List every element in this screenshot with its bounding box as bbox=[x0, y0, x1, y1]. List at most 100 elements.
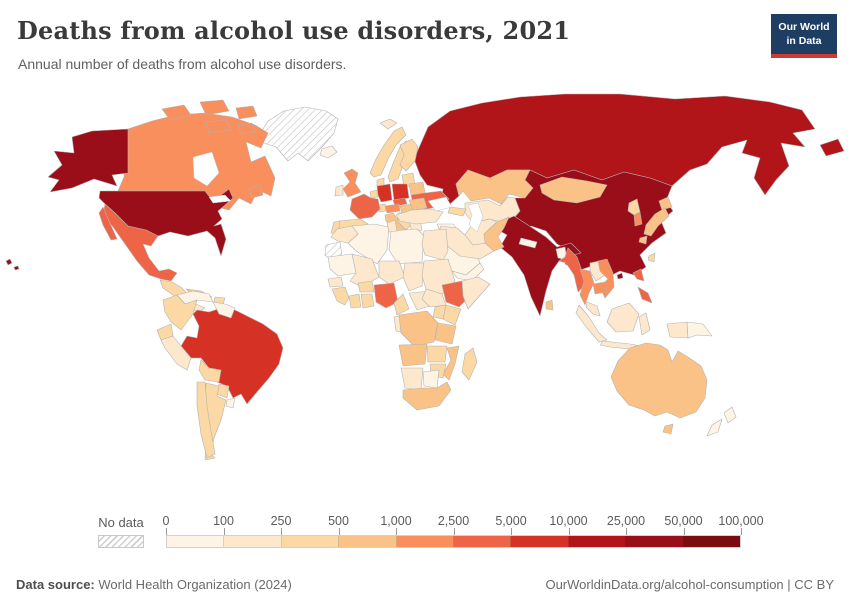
legend-bin[interactable] bbox=[224, 536, 282, 547]
country-indonesia-borneo[interactable] bbox=[606, 302, 640, 333]
legend-bin[interactable] bbox=[167, 536, 225, 547]
country-malaysia[interactable] bbox=[585, 301, 601, 317]
country-new-zealand[interactable] bbox=[723, 406, 737, 424]
country-cambodia[interactable] bbox=[592, 281, 608, 295]
country-germany[interactable] bbox=[376, 183, 393, 203]
country-libya[interactable] bbox=[388, 228, 425, 265]
country-canada-island[interactable] bbox=[205, 119, 232, 134]
country-sri-lanka[interactable] bbox=[545, 299, 554, 311]
country-namibia[interactable] bbox=[400, 367, 424, 391]
country-egypt[interactable] bbox=[421, 228, 449, 261]
country-yemen-oman[interactable] bbox=[451, 262, 485, 282]
country-taiwan[interactable] bbox=[647, 252, 656, 263]
legend-bin[interactable] bbox=[396, 536, 455, 547]
country-canada-island[interactable] bbox=[235, 105, 258, 120]
legend-bin[interactable] bbox=[511, 536, 569, 547]
country-thailand[interactable] bbox=[579, 268, 595, 306]
country-romania[interactable] bbox=[408, 197, 428, 211]
country-greenland[interactable] bbox=[257, 106, 339, 162]
country-cameroon[interactable] bbox=[393, 293, 410, 316]
country-somalia[interactable] bbox=[461, 276, 491, 310]
legend-bin[interactable] bbox=[568, 536, 627, 547]
country-united-states-hawaii[interactable] bbox=[13, 265, 20, 271]
footer-link[interactable]: OurWorldinData.org/alcohol-consumption |… bbox=[545, 577, 834, 592]
country-pakistan[interactable] bbox=[483, 216, 510, 252]
country-united-states-alaska[interactable] bbox=[47, 128, 129, 193]
country-norway[interactable] bbox=[369, 126, 407, 178]
country-nepal[interactable] bbox=[518, 237, 538, 249]
country-united-states-hawaii[interactable] bbox=[5, 258, 13, 266]
country-kenya[interactable] bbox=[442, 304, 462, 326]
country-tunisia[interactable] bbox=[386, 219, 398, 233]
country-laos[interactable] bbox=[589, 260, 606, 282]
country-uganda[interactable] bbox=[432, 304, 447, 320]
country-india[interactable] bbox=[497, 215, 582, 317]
country-canada-island[interactable] bbox=[161, 104, 192, 121]
country-russia-chukotka[interactable] bbox=[819, 138, 845, 157]
country-turkey[interactable] bbox=[395, 208, 444, 225]
country-japan[interactable] bbox=[643, 207, 670, 237]
country-nigeria[interactable] bbox=[373, 282, 399, 309]
country-mongolia[interactable] bbox=[539, 176, 608, 204]
country-united-kingdom[interactable] bbox=[342, 168, 362, 198]
country-ghana[interactable] bbox=[360, 293, 375, 309]
country-guyanas[interactable] bbox=[212, 301, 236, 319]
country-south-africa[interactable] bbox=[402, 381, 452, 411]
country-philippines[interactable] bbox=[632, 268, 645, 282]
country-canada-island[interactable] bbox=[199, 99, 230, 116]
legend-bin[interactable] bbox=[626, 536, 684, 547]
country-mozambique[interactable] bbox=[442, 345, 460, 381]
no-data-swatch[interactable] bbox=[98, 535, 144, 548]
country-mexico-baja[interactable] bbox=[98, 206, 118, 241]
country-brazil[interactable] bbox=[180, 307, 284, 405]
country-iceland[interactable] bbox=[319, 145, 338, 159]
country-myanmar[interactable] bbox=[558, 247, 586, 293]
country-bolivia[interactable] bbox=[198, 359, 222, 383]
country-mexico[interactable] bbox=[102, 203, 178, 282]
country-australia[interactable] bbox=[610, 342, 708, 419]
country-france[interactable] bbox=[349, 193, 381, 220]
legend-bin[interactable] bbox=[683, 536, 741, 547]
country-indonesia-sulawesi[interactable] bbox=[638, 312, 651, 336]
country-finland[interactable] bbox=[399, 138, 419, 172]
country-niger[interactable] bbox=[378, 260, 406, 285]
country-zambia[interactable] bbox=[426, 345, 448, 363]
country-czechia[interactable] bbox=[392, 197, 408, 207]
country-colombia[interactable] bbox=[162, 294, 198, 331]
country-senegal[interactable] bbox=[327, 276, 344, 288]
country-guinea[interactable] bbox=[331, 286, 350, 306]
country-mauritania[interactable] bbox=[327, 253, 357, 277]
owid-logo[interactable]: Our World in Data bbox=[771, 14, 837, 59]
country-svalbard[interactable] bbox=[379, 118, 398, 130]
country-philippines[interactable] bbox=[637, 286, 653, 304]
country-angola[interactable] bbox=[398, 343, 428, 367]
country-china-hainan[interactable] bbox=[616, 272, 624, 280]
country-benelux[interactable] bbox=[369, 189, 379, 199]
country-new-zealand[interactable] bbox=[706, 418, 723, 437]
country-drc[interactable] bbox=[398, 310, 439, 347]
country-chad[interactable] bbox=[402, 262, 425, 292]
country-japan[interactable] bbox=[658, 196, 673, 211]
country-poland[interactable] bbox=[391, 183, 410, 201]
country-peru[interactable] bbox=[160, 335, 192, 371]
country-austria[interactable] bbox=[384, 203, 401, 214]
country-uruguay[interactable] bbox=[225, 397, 236, 409]
country-madagascar[interactable] bbox=[461, 347, 478, 381]
country-papua-new-guinea[interactable] bbox=[686, 321, 713, 339]
country-south-korea[interactable] bbox=[633, 211, 643, 227]
country-chile[interactable] bbox=[196, 381, 216, 459]
legend-bin[interactable] bbox=[454, 536, 512, 547]
country-canada-island[interactable] bbox=[237, 122, 256, 135]
country-indonesia-papua[interactable] bbox=[666, 321, 689, 339]
country-tanzania[interactable] bbox=[434, 322, 457, 345]
country-australia-tasmania[interactable] bbox=[662, 423, 674, 435]
country-morocco[interactable] bbox=[330, 225, 359, 244]
country-canada-newfoundland[interactable] bbox=[248, 184, 264, 199]
country-botswana[interactable] bbox=[422, 369, 440, 389]
country-south-sudan[interactable] bbox=[421, 288, 447, 308]
legend-bin[interactable] bbox=[339, 536, 397, 547]
country-burkina-faso[interactable] bbox=[357, 280, 375, 293]
legend-bin[interactable] bbox=[281, 536, 340, 547]
country-japan[interactable] bbox=[638, 235, 648, 245]
country-ireland[interactable] bbox=[334, 184, 344, 197]
